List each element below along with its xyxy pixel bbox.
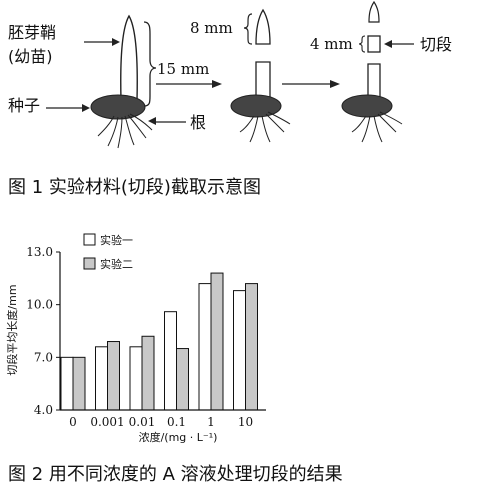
length-8mm-label: 8 mm (190, 19, 233, 37)
y-tick-label: 4.0 (34, 403, 53, 417)
seed-label: 种子 (8, 96, 40, 115)
legend-label-series1: 实验一 (100, 233, 133, 247)
figure2-chart: 切段平均长度/mm 4.0 7.0 10.0 13.0 0 0.001 0.01 0.1 1 1… (5, 233, 266, 444)
legend-swatch-series1 (83, 233, 96, 246)
x-tick-label: 10 (238, 415, 253, 429)
root-arrowhead (148, 117, 156, 125)
bar-series (60, 272, 258, 411)
y-axis: 4.0 7.0 10.0 13.0 (26, 245, 60, 417)
brace-8mm (243, 13, 253, 45)
seed-shape (90, 94, 146, 120)
x-tick-label: 0.001 (90, 415, 124, 429)
legend-swatch-series2 (83, 257, 96, 270)
x-tick-label: 1 (207, 415, 215, 429)
bar-1-2 (129, 346, 143, 411)
bar-2-5 (245, 283, 258, 411)
figure1-caption: 图 1 实验材料(切段)截取示意图 (8, 177, 261, 198)
removed-tip-shape (255, 8, 271, 45)
figure2-caption: 图 2 用不同浓度的 A 溶液处理切段的结果 (8, 464, 343, 485)
brace-4mm (358, 35, 366, 53)
bar-2-3 (176, 348, 189, 411)
y-tick-label: 7.0 (34, 350, 53, 364)
seedling-whole: 胚芽鞘 (幼苗) 种子 根 15 mm (8, 14, 209, 149)
x-tick-label: 0.01 (129, 415, 156, 429)
seedling-label: (幼苗) (8, 47, 53, 66)
y-tick-label: 10.0 (26, 298, 53, 312)
bar-2-1 (107, 341, 120, 411)
bar-1-1 (95, 346, 108, 411)
brace-15mm (143, 21, 157, 107)
seedling-tip-cut: 8 mm (190, 8, 291, 143)
legend-label-series2: 实验二 (100, 257, 133, 271)
bar-2-2 (141, 335, 155, 411)
arrow-2 (282, 80, 340, 88)
bar-2-4 (210, 272, 224, 411)
seed-arrowhead (82, 104, 90, 112)
x-tick-label: 0 (69, 415, 77, 429)
roots-3 (351, 111, 403, 143)
x-axis-label: 浓度/(mg · L⁻¹) (139, 430, 218, 444)
coleoptile-shape (120, 14, 138, 101)
roots (97, 113, 153, 149)
arrow-1 (156, 80, 222, 88)
segment-arrowhead (384, 40, 392, 48)
coleoptile-label: 胚芽鞘 (8, 23, 56, 42)
legend: 实验一 实验二 (83, 233, 133, 271)
bar-1-3 (164, 311, 177, 411)
length-15mm-label: 15 mm (157, 60, 209, 78)
x-axis: 0 0.001 0.01 0.1 1 10 (69, 415, 253, 429)
bar-2-0 (72, 356, 86, 411)
seedling-segment-cut: 4 mm 切段 (310, 0, 452, 143)
bar-1-5 (233, 290, 246, 411)
figure1: 胚芽鞘 (幼苗) 种子 根 15 mm 8 mm (8, 0, 452, 198)
length-4mm-label: 4 mm (310, 35, 353, 53)
y-axis-label: 切段平均长度/mm (5, 284, 19, 375)
x-tick-label: 0.1 (167, 415, 186, 429)
seed-shape-2 (230, 94, 282, 118)
bar-1-0 (60, 356, 74, 411)
segment-shape (367, 35, 381, 53)
removed-tip-shape-2 (368, 0, 380, 23)
segment-label: 切段 (420, 35, 452, 54)
bar-1-4 (198, 283, 212, 411)
seed-shape-3 (341, 94, 393, 118)
y-tick-label: 13.0 (26, 245, 53, 259)
coleoptile-arrowhead (112, 38, 120, 46)
roots-2 (239, 111, 291, 143)
root-label: 根 (190, 113, 206, 132)
